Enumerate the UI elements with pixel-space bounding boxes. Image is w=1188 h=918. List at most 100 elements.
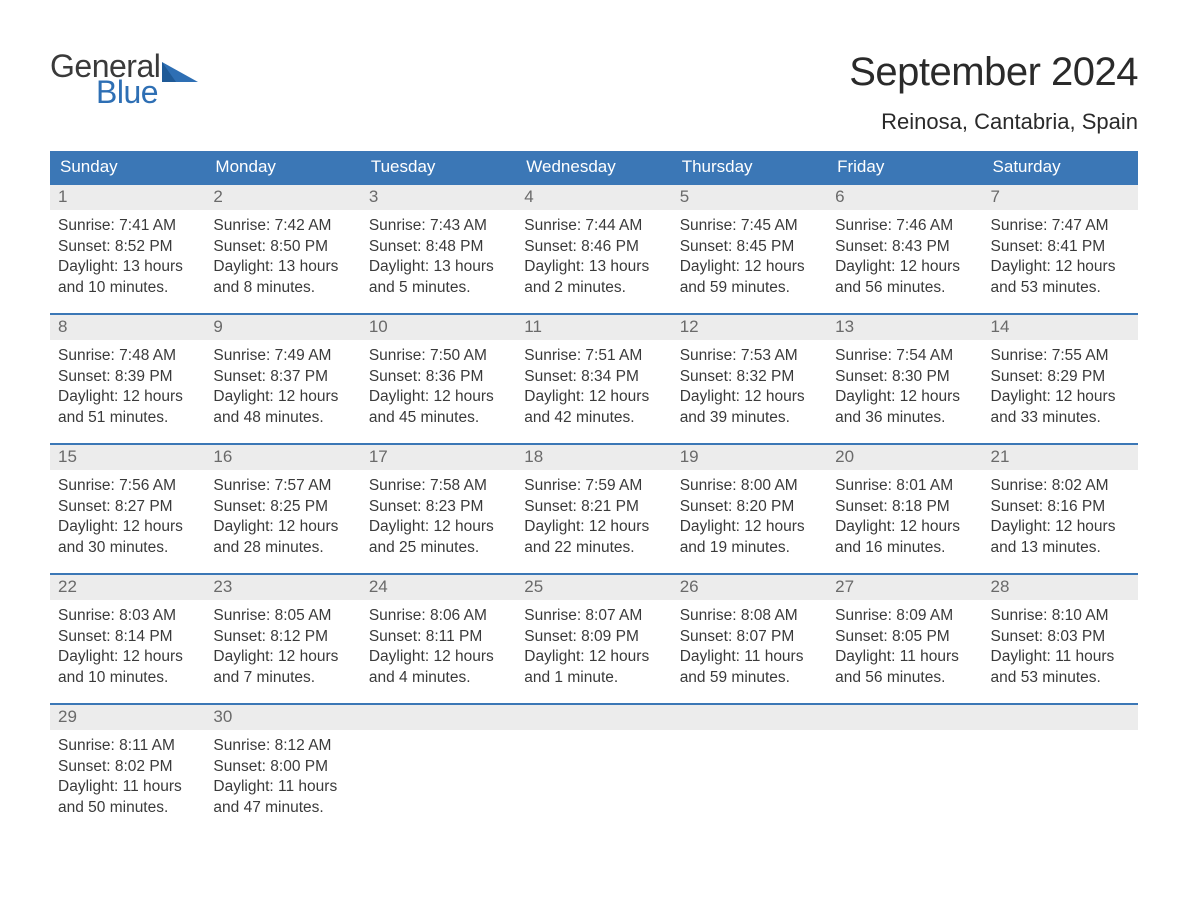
day-body: Sunrise: 7:43 AMSunset: 8:48 PMDaylight:…	[361, 210, 516, 312]
day-line: Daylight: 12 hours	[991, 257, 1130, 278]
day-line: Daylight: 13 hours	[369, 257, 508, 278]
day-line: Sunrise: 7:57 AM	[213, 476, 352, 497]
day-body: Sunrise: 7:51 AMSunset: 8:34 PMDaylight:…	[516, 340, 671, 442]
day-body: Sunrise: 8:09 AMSunset: 8:05 PMDaylight:…	[827, 600, 982, 702]
day-number	[361, 705, 516, 730]
day-number: 11	[516, 315, 671, 340]
day-line: Sunset: 8:29 PM	[991, 367, 1130, 388]
day-line: Sunset: 8:41 PM	[991, 237, 1130, 258]
day-line: Sunrise: 7:49 AM	[213, 346, 352, 367]
day-body: Sunrise: 7:50 AMSunset: 8:36 PMDaylight:…	[361, 340, 516, 442]
calendar-day: 22Sunrise: 8:03 AMSunset: 8:14 PMDayligh…	[50, 575, 205, 703]
day-line: and 10 minutes.	[58, 278, 197, 299]
day-line: Sunrise: 8:11 AM	[58, 736, 197, 757]
calendar-day: 14Sunrise: 7:55 AMSunset: 8:29 PMDayligh…	[983, 315, 1138, 443]
day-body: Sunrise: 7:54 AMSunset: 8:30 PMDaylight:…	[827, 340, 982, 442]
day-body: Sunrise: 8:12 AMSunset: 8:00 PMDaylight:…	[205, 730, 360, 832]
calendar-day: 10Sunrise: 7:50 AMSunset: 8:36 PMDayligh…	[361, 315, 516, 443]
day-number: 17	[361, 445, 516, 470]
day-line: and 16 minutes.	[835, 538, 974, 559]
day-number: 1	[50, 185, 205, 210]
day-line: Daylight: 11 hours	[58, 777, 197, 798]
day-line: Sunrise: 7:45 AM	[680, 216, 819, 237]
day-body: Sunrise: 7:53 AMSunset: 8:32 PMDaylight:…	[672, 340, 827, 442]
day-body: Sunrise: 8:11 AMSunset: 8:02 PMDaylight:…	[50, 730, 205, 832]
day-number: 28	[983, 575, 1138, 600]
day-line: Sunrise: 7:56 AM	[58, 476, 197, 497]
dow-cell: Monday	[205, 151, 360, 183]
day-number: 16	[205, 445, 360, 470]
day-line: Sunrise: 8:01 AM	[835, 476, 974, 497]
day-line: Daylight: 12 hours	[213, 647, 352, 668]
calendar: SundayMondayTuesdayWednesdayThursdayFrid…	[50, 151, 1138, 833]
day-line: and 50 minutes.	[58, 798, 197, 819]
day-body: Sunrise: 8:05 AMSunset: 8:12 PMDaylight:…	[205, 600, 360, 702]
day-line: Sunrise: 8:06 AM	[369, 606, 508, 627]
day-line: Daylight: 13 hours	[58, 257, 197, 278]
day-line: Sunrise: 7:53 AM	[680, 346, 819, 367]
day-line: Sunrise: 7:46 AM	[835, 216, 974, 237]
day-line: Sunrise: 8:12 AM	[213, 736, 352, 757]
day-line: Sunrise: 7:54 AM	[835, 346, 974, 367]
day-line: and 1 minute.	[524, 668, 663, 689]
day-line: and 13 minutes.	[991, 538, 1130, 559]
day-number: 8	[50, 315, 205, 340]
day-number: 25	[516, 575, 671, 600]
calendar-day: 5Sunrise: 7:45 AMSunset: 8:45 PMDaylight…	[672, 185, 827, 313]
calendar-day: 20Sunrise: 8:01 AMSunset: 8:18 PMDayligh…	[827, 445, 982, 573]
day-line: Sunrise: 7:48 AM	[58, 346, 197, 367]
day-line: Daylight: 12 hours	[835, 517, 974, 538]
day-line: Sunset: 8:23 PM	[369, 497, 508, 518]
day-number: 3	[361, 185, 516, 210]
calendar-day	[672, 705, 827, 833]
day-line: Sunset: 8:03 PM	[991, 627, 1130, 648]
day-line: Sunrise: 7:41 AM	[58, 216, 197, 237]
day-line: Sunrise: 8:05 AM	[213, 606, 352, 627]
day-number	[516, 705, 671, 730]
day-line: Daylight: 11 hours	[991, 647, 1130, 668]
calendar-day: 12Sunrise: 7:53 AMSunset: 8:32 PMDayligh…	[672, 315, 827, 443]
day-number: 2	[205, 185, 360, 210]
day-line: and 59 minutes.	[680, 278, 819, 299]
day-line: Sunrise: 8:09 AM	[835, 606, 974, 627]
day-line: Sunset: 8:20 PM	[680, 497, 819, 518]
day-number: 4	[516, 185, 671, 210]
calendar-day: 9Sunrise: 7:49 AMSunset: 8:37 PMDaylight…	[205, 315, 360, 443]
calendar-day: 2Sunrise: 7:42 AMSunset: 8:50 PMDaylight…	[205, 185, 360, 313]
day-line: Daylight: 12 hours	[991, 387, 1130, 408]
day-line: Sunset: 8:37 PM	[213, 367, 352, 388]
day-line: Sunset: 8:32 PM	[680, 367, 819, 388]
day-line: Sunrise: 8:02 AM	[991, 476, 1130, 497]
day-line: Daylight: 12 hours	[680, 387, 819, 408]
day-line: and 53 minutes.	[991, 668, 1130, 689]
day-line: Sunset: 8:34 PM	[524, 367, 663, 388]
day-line: Sunrise: 7:43 AM	[369, 216, 508, 237]
day-line: Daylight: 13 hours	[213, 257, 352, 278]
calendar-day: 7Sunrise: 7:47 AMSunset: 8:41 PMDaylight…	[983, 185, 1138, 313]
day-line: Sunrise: 7:59 AM	[524, 476, 663, 497]
day-line: Daylight: 11 hours	[835, 647, 974, 668]
calendar-day	[983, 705, 1138, 833]
logo-triangle-icon	[162, 60, 200, 82]
calendar-day: 18Sunrise: 7:59 AMSunset: 8:21 PMDayligh…	[516, 445, 671, 573]
day-line: Daylight: 12 hours	[835, 257, 974, 278]
day-line: Sunrise: 8:03 AM	[58, 606, 197, 627]
day-line: and 28 minutes.	[213, 538, 352, 559]
day-line: Sunset: 8:39 PM	[58, 367, 197, 388]
day-line: Sunset: 8:43 PM	[835, 237, 974, 258]
day-line: Sunrise: 7:55 AM	[991, 346, 1130, 367]
day-line: Sunset: 8:52 PM	[58, 237, 197, 258]
day-line: Sunset: 8:00 PM	[213, 757, 352, 778]
day-line: Daylight: 13 hours	[524, 257, 663, 278]
day-number: 5	[672, 185, 827, 210]
day-line: Daylight: 12 hours	[524, 647, 663, 668]
day-line: Daylight: 12 hours	[369, 517, 508, 538]
day-line: Sunset: 8:48 PM	[369, 237, 508, 258]
day-line: Daylight: 12 hours	[991, 517, 1130, 538]
calendar-day: 1 Sunrise: 7:41 AMSunset: 8:52 PMDaylight…	[50, 185, 205, 313]
day-line: Sunset: 8:09 PM	[524, 627, 663, 648]
day-body: Sunrise: 7:55 AMSunset: 8:29 PMDaylight:…	[983, 340, 1138, 442]
day-number: 12	[672, 315, 827, 340]
day-line: Sunrise: 8:08 AM	[680, 606, 819, 627]
day-body: Sunrise: 8:03 AMSunset: 8:14 PMDaylight:…	[50, 600, 205, 702]
